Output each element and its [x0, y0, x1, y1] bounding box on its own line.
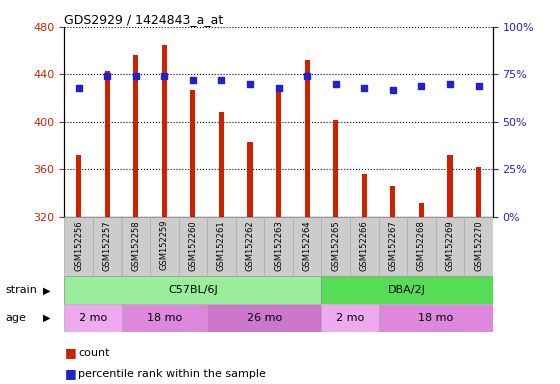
Bar	[105, 71, 110, 217]
Bar	[293, 217, 321, 276]
Bar	[122, 304, 207, 332]
Text: percentile rank within the sample: percentile rank within the sample	[78, 369, 266, 379]
Bar	[321, 304, 379, 332]
Text: GSM152265: GSM152265	[331, 220, 340, 271]
Text: ▶: ▶	[43, 285, 50, 295]
Bar	[190, 90, 195, 217]
Point	[274, 84, 283, 91]
Bar	[207, 217, 236, 276]
Text: 26 mo: 26 mo	[247, 313, 282, 323]
Text: GSM152261: GSM152261	[217, 220, 226, 271]
Text: GSM152258: GSM152258	[131, 220, 141, 271]
Point	[103, 73, 112, 79]
Bar	[248, 142, 253, 217]
Bar	[333, 119, 338, 217]
Bar	[64, 276, 321, 304]
Bar	[379, 304, 493, 332]
Bar	[219, 113, 224, 217]
Text: strain: strain	[6, 285, 38, 295]
Text: ▶: ▶	[43, 313, 50, 323]
Text: age: age	[6, 313, 26, 323]
Point	[74, 84, 83, 91]
Text: 18 mo: 18 mo	[418, 313, 453, 323]
Bar	[321, 217, 350, 276]
Text: 2 mo: 2 mo	[336, 313, 364, 323]
Bar	[207, 304, 321, 332]
Bar	[407, 217, 436, 276]
Text: 2 mo: 2 mo	[79, 313, 107, 323]
Text: ■: ■	[64, 346, 76, 359]
Text: GSM152259: GSM152259	[160, 220, 169, 270]
Text: DBA/2J: DBA/2J	[388, 285, 426, 295]
Bar	[350, 217, 379, 276]
Text: GSM152257: GSM152257	[102, 220, 112, 271]
Bar	[64, 304, 122, 332]
Text: GSM152268: GSM152268	[417, 220, 426, 271]
Text: GSM152256: GSM152256	[74, 220, 83, 271]
Point	[474, 83, 483, 89]
Point	[302, 73, 311, 79]
Point	[217, 77, 226, 83]
Bar	[150, 217, 179, 276]
Text: ■: ■	[64, 367, 76, 381]
Bar	[379, 217, 407, 276]
Text: GDS2929 / 1424843_a_at: GDS2929 / 1424843_a_at	[64, 13, 223, 26]
Bar	[264, 217, 293, 276]
Point	[245, 81, 254, 87]
Bar	[122, 217, 150, 276]
Bar	[447, 155, 452, 217]
Bar	[321, 276, 493, 304]
Point	[360, 84, 368, 91]
Text: GSM152270: GSM152270	[474, 220, 483, 271]
Bar	[419, 203, 424, 217]
Text: C57BL/6J: C57BL/6J	[168, 285, 218, 295]
Point	[188, 77, 198, 83]
Bar	[436, 217, 464, 276]
Text: 18 mo: 18 mo	[147, 313, 182, 323]
Bar	[162, 45, 167, 217]
Bar	[305, 60, 310, 217]
Bar	[390, 186, 395, 217]
Point	[417, 83, 426, 89]
Point	[331, 81, 340, 87]
Bar	[133, 55, 138, 217]
Bar	[64, 217, 93, 276]
Text: GSM152264: GSM152264	[302, 220, 312, 271]
Text: GSM152269: GSM152269	[445, 220, 455, 271]
Bar	[236, 217, 264, 276]
Point	[131, 73, 140, 79]
Text: count: count	[78, 348, 110, 358]
Point	[446, 81, 455, 87]
Bar	[76, 155, 81, 217]
Text: GSM152267: GSM152267	[388, 220, 398, 271]
Bar	[276, 92, 281, 217]
Text: GSM152260: GSM152260	[188, 220, 198, 271]
Bar	[93, 217, 122, 276]
Text: GSM152263: GSM152263	[274, 220, 283, 271]
Bar	[464, 217, 493, 276]
Point	[160, 73, 169, 79]
Point	[388, 86, 397, 93]
Text: GSM152262: GSM152262	[245, 220, 255, 271]
Bar	[476, 167, 481, 217]
Bar	[362, 174, 367, 217]
Bar	[179, 217, 207, 276]
Text: GSM152266: GSM152266	[360, 220, 369, 271]
